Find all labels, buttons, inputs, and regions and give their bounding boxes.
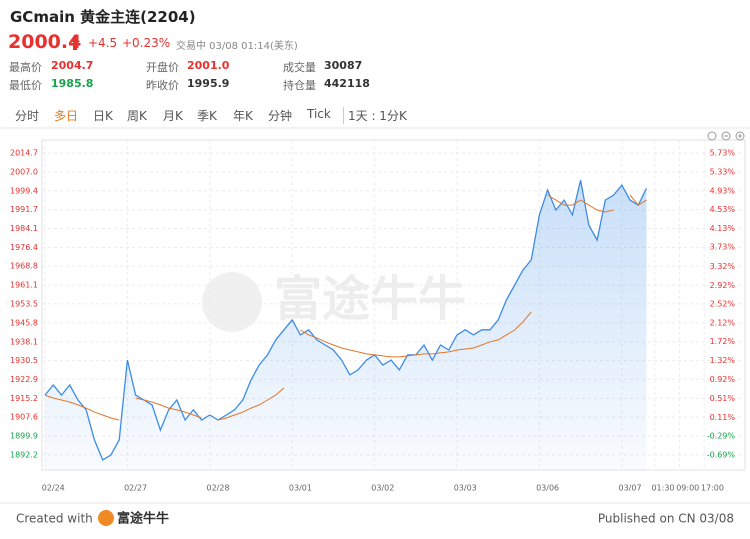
price-area: [45, 180, 647, 470]
y2-tick-label: -0.69%: [707, 450, 736, 459]
zoom-icons[interactable]: [707, 131, 745, 141]
y2-tick-label: 1.32%: [710, 356, 736, 365]
status: 交易中 03/08 01:14(美东): [176, 41, 298, 52]
y2-tick-label: 0.11%: [710, 413, 736, 422]
tab[interactable]: 季K: [197, 109, 217, 123]
y-tick-label: 1899.9: [10, 431, 38, 440]
y2-tick-label: 2.92%: [710, 281, 736, 290]
y2-tick-label: 0.92%: [710, 375, 736, 384]
y-tick-label: 1953.5: [10, 299, 38, 308]
up-arrow: [70, 36, 80, 50]
x-tick-label: 02/27: [124, 484, 147, 493]
x-tick-label: 01:30: [651, 484, 674, 493]
stat-label: 最高价: [9, 61, 42, 74]
y-tick-label: 1961.1: [10, 281, 38, 290]
stat-value: 2004.7: [51, 59, 94, 72]
tab[interactable]: 分时: [15, 109, 40, 123]
tab[interactable]: 1天 : 1分K: [343, 107, 407, 124]
stat-label: 最低价: [9, 79, 42, 92]
y-tick-label: 1968.8: [10, 262, 38, 271]
y2-tick-label: -0.29%: [707, 432, 736, 441]
y2-tick-label: 5.33%: [710, 167, 736, 176]
title: GCmain 黄金主连(2204): [10, 8, 196, 26]
stat-label: 持仓量: [283, 79, 316, 92]
y-tick-label: 1976.4: [10, 243, 38, 252]
y2-tick-label: 2.52%: [710, 300, 736, 309]
y-tick-label: 1907.6: [10, 413, 38, 422]
stat-value: 1995.9: [187, 77, 230, 90]
y-tick-label: 1999.4: [10, 186, 38, 195]
y2-tick-label: 5.73%: [710, 149, 736, 158]
tab[interactable]: Tick: [307, 107, 331, 121]
tab-active[interactable]: 多日: [54, 109, 79, 123]
y-tick-label: 1938.1: [10, 337, 38, 346]
x-tick-label: 09:00: [676, 484, 699, 493]
x-tick-label: 17:00: [701, 484, 724, 493]
y2-tick-label: 4.13%: [710, 224, 736, 233]
x-tick-label: 03/06: [536, 484, 559, 493]
x-tick-label: 03/07: [619, 484, 642, 493]
tab[interactable]: 分钟: [268, 109, 293, 123]
price: 2000.4: [8, 31, 82, 53]
footer-logo: [98, 510, 114, 526]
tab[interactable]: 日K: [93, 109, 113, 123]
watermark-logo: [202, 272, 262, 332]
y2-tick-label: 1.72%: [710, 337, 736, 346]
stat-value: 2001.0: [187, 59, 230, 72]
x-tick-label: 03/01: [289, 484, 312, 493]
tab[interactable]: 周K: [127, 109, 147, 123]
stat-label: 开盘价: [146, 61, 179, 74]
x-tick-label: 03/03: [454, 484, 477, 493]
stat-value: 30087: [324, 59, 363, 72]
y-tick-label: 2014.7: [10, 149, 38, 158]
x-tick-label: 02/24: [42, 484, 65, 493]
tab[interactable]: 月K: [163, 109, 183, 123]
y-tick-label: 1892.2: [10, 450, 38, 459]
y2-tick-label: 4.53%: [710, 205, 736, 214]
y-tick-label: 1991.7: [10, 205, 38, 214]
y-tick-label: 1945.8: [10, 318, 38, 327]
stat-value: 1985.8: [51, 77, 94, 90]
y2-tick-label: 4.93%: [710, 186, 736, 195]
y2-tick-label: 3.73%: [710, 243, 736, 252]
y2-tick-label: 3.32%: [710, 262, 736, 271]
y2-tick-label: 2.12%: [710, 318, 736, 327]
y-tick-label: 2007.0: [10, 168, 38, 177]
change: +4.5: [88, 36, 118, 50]
y-tick-label: 1915.2: [10, 394, 38, 403]
y-tick-label: 1984.1: [10, 224, 38, 233]
y-tick-label: 1922.9: [10, 375, 38, 384]
stat-label: 成交量: [283, 61, 316, 74]
watermark: 富途牛牛: [274, 271, 466, 327]
x-tick-label: 03/02: [371, 484, 394, 493]
stat-value: 442118: [324, 77, 370, 90]
average-line: [44, 194, 647, 421]
tab[interactable]: 年K: [233, 109, 253, 123]
x-tick-label: 02/28: [207, 484, 230, 493]
y2-tick-label: 0.51%: [710, 394, 736, 403]
y-tick-label: 1930.5: [10, 356, 38, 365]
change-pct: +0.23%: [122, 36, 171, 50]
stat-label: 昨收价: [146, 79, 179, 92]
footer-created: Created with: [16, 512, 93, 526]
footer-published: Published on CN 03/08: [598, 512, 734, 526]
footer-brand: 富途牛牛: [117, 511, 169, 527]
